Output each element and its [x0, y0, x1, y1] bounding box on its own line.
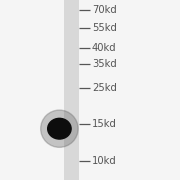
Text: 25kd: 25kd — [92, 83, 117, 93]
Text: 40kd: 40kd — [92, 43, 116, 53]
Text: 10kd: 10kd — [92, 156, 117, 166]
Text: 15kd: 15kd — [92, 119, 117, 129]
Text: 35kd: 35kd — [92, 59, 117, 69]
FancyBboxPatch shape — [64, 0, 79, 180]
Text: 55kd: 55kd — [92, 23, 117, 33]
Text: 70kd: 70kd — [92, 5, 117, 15]
Ellipse shape — [41, 110, 78, 147]
Ellipse shape — [48, 118, 71, 139]
